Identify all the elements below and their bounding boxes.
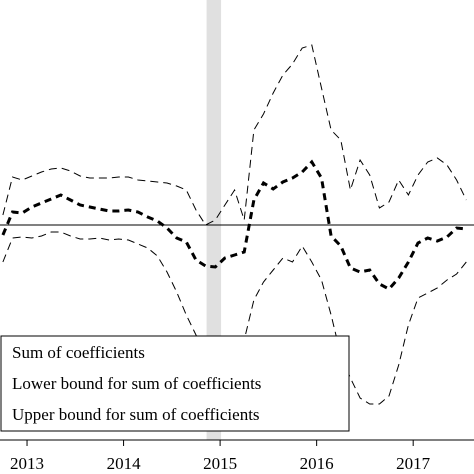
series-line [2, 44, 467, 226]
x-tick-label: 2015 [203, 454, 237, 473]
legend-box [0, 335, 350, 432]
series-line [1, 159, 467, 291]
legend-label: Sum of coefficients [12, 343, 145, 362]
shaded-span [206, 0, 222, 440]
legend: Sum of coefficients Lower bound for sum o… [0, 335, 350, 432]
x-tick-label: 2016 [300, 454, 334, 473]
x-tick-label: 2017 [396, 454, 431, 473]
x-tick-label: 2014 [107, 454, 142, 473]
legend-label: Lower bound for sum of coefficients [12, 374, 261, 393]
x-tick-label: 2013 [10, 454, 44, 473]
legend-label: Upper bound for sum of coefficients [12, 405, 260, 424]
series-line [2, 231, 467, 405]
